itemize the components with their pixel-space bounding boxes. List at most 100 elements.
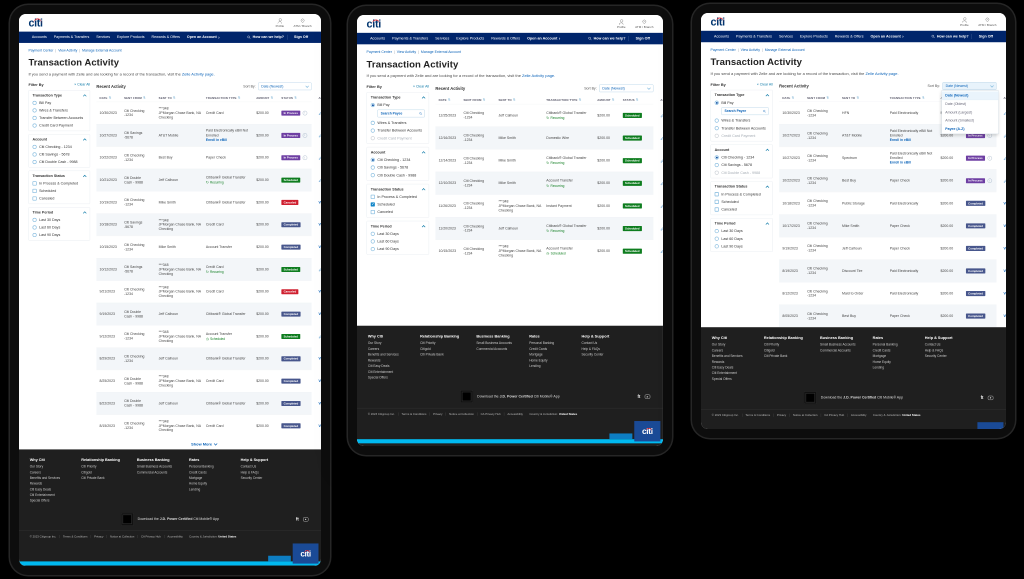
footer-link[interactable]: Rewards <box>29 482 43 486</box>
legal-link[interactable]: Accessibility <box>507 412 523 416</box>
sort-select[interactable]: Date (Newest) <box>599 84 654 93</box>
filter-control[interactable] <box>714 118 719 123</box>
filter-control[interactable] <box>370 120 375 125</box>
footer-link[interactable]: Small Business Accounts <box>136 465 173 469</box>
footer-link[interactable]: Security Center <box>240 476 263 480</box>
info-icon[interactable]: i <box>987 155 992 161</box>
footer-link[interactable]: Citi Easy Deals <box>711 365 734 370</box>
footer-link[interactable]: Mortgage <box>529 353 543 357</box>
filter-option[interactable]: Scheduled <box>32 188 86 194</box>
footer-link[interactable]: Careers <box>711 348 724 353</box>
filter-control[interactable] <box>32 225 37 230</box>
filter-option[interactable]: Transfer Between Accounts <box>32 115 86 121</box>
jurisdiction[interactable]: Country & Jurisdiction: United States <box>872 413 921 417</box>
social-icon[interactable]: f <box>637 393 639 399</box>
footer-link[interactable]: Lending <box>529 364 541 369</box>
view-details-link[interactable]: View Details <box>1003 291 1006 296</box>
filter-control[interactable] <box>370 210 375 215</box>
filter-control[interactable] <box>714 133 719 138</box>
footer-link[interactable]: Citigold <box>763 348 775 353</box>
filter-control[interactable] <box>714 126 719 131</box>
filter-option[interactable]: Wires & Transfers <box>370 120 425 125</box>
footer-link[interactable]: Personal Banking <box>872 343 898 347</box>
column-header[interactable]: STATUS ⇅ <box>281 96 316 99</box>
filter-option[interactable]: Transfer Between Accounts <box>714 126 769 131</box>
filter-control[interactable] <box>714 244 719 249</box>
edit-icon[interactable] <box>1003 111 1006 115</box>
filter-control[interactable] <box>714 155 719 160</box>
footer-link[interactable]: Citi Entertainment <box>29 493 55 497</box>
legal-link[interactable]: CA Privacy Hub <box>137 534 165 539</box>
footer-link[interactable]: Credit Cards <box>529 347 548 351</box>
footer-link[interactable]: Special Offers <box>711 377 732 381</box>
filter-control[interactable] <box>32 181 37 186</box>
breadcrumb-link[interactable]: Manage External Account <box>416 50 461 54</box>
sort-arrows-icon[interactable]: ⇅ <box>143 96 146 100</box>
footer-link[interactable]: Commercial Accounts <box>136 470 168 475</box>
nav-item[interactable]: Payments & Transfers <box>53 35 90 40</box>
filter-option[interactable]: Citi Checking - 1234 <box>370 157 425 162</box>
nav-item[interactable]: Explore Products <box>799 34 828 39</box>
sort-select[interactable]: Date (Newest) Date (Newest) Date (Oldest)… <box>941 82 999 135</box>
footer-link[interactable]: Mortgage <box>872 354 887 359</box>
view-details-link[interactable]: View Details <box>1003 201 1006 206</box>
nav-item[interactable]: Payments & Transfers <box>736 34 772 39</box>
breadcrumb-link[interactable]: View Activity <box>736 48 760 52</box>
sort-arrows-icon[interactable]: ⇅ <box>635 98 639 102</box>
breadcrumb-link[interactable]: Manage External Account <box>760 48 805 52</box>
footer-link[interactable]: Home Equity <box>872 360 891 364</box>
nav-item[interactable]: Services <box>435 36 450 41</box>
footer-link[interactable]: Help & FAQs <box>240 470 259 475</box>
footer-link[interactable]: Commercial Accounts <box>820 348 851 353</box>
column-header[interactable]: AMOUNT ⇅ <box>256 96 279 99</box>
footer-link[interactable]: Credit Cards <box>189 470 207 475</box>
nav-item[interactable]: Rewards & Offers <box>491 36 521 41</box>
info-icon[interactable]: i <box>302 133 308 138</box>
social-icon[interactable]: f <box>980 395 983 400</box>
footer-link[interactable]: Commercial Accounts <box>476 347 508 351</box>
legal-link[interactable]: CA Privacy Hub <box>821 413 848 417</box>
column-header[interactable]: SENT TO ⇅ <box>499 98 544 102</box>
filter-option[interactable]: Citi Checking - 1234 <box>32 144 86 149</box>
legal-link[interactable]: Privacy <box>429 412 446 416</box>
column-header[interactable]: DATE ⇅ <box>100 96 122 99</box>
info-icon[interactable]: i <box>302 110 308 116</box>
sort-arrows-icon[interactable]: ⇅ <box>611 98 615 102</box>
breadcrumb-link[interactable]: View Activity <box>392 50 416 54</box>
footer-link[interactable]: Citi Entertainment <box>367 370 394 374</box>
clear-all-link[interactable]: × Clear All <box>757 83 773 87</box>
footer-link[interactable]: Our Story <box>29 465 44 469</box>
filter-control[interactable] <box>714 192 719 197</box>
legal-link[interactable]: Terms & Conditions <box>59 534 91 539</box>
column-header[interactable]: SENT FROM ⇅ <box>463 98 496 102</box>
payee-search-input[interactable] <box>723 108 763 114</box>
view-details-link[interactable]: View Details <box>1003 246 1006 251</box>
filter-control[interactable] <box>370 173 375 178</box>
footer-link[interactable]: Security Center <box>924 354 947 359</box>
nav-item[interactable]: Explore Products <box>117 35 145 40</box>
filter-control[interactable] <box>370 136 375 141</box>
social-icon[interactable]: f <box>295 516 298 522</box>
edit-icon[interactable] <box>660 136 663 140</box>
filter-control[interactable] <box>370 247 375 252</box>
edit-icon[interactable] <box>318 267 321 272</box>
footer-link[interactable]: Contact Us <box>581 341 598 346</box>
filter-option[interactable]: Scheduled <box>714 199 769 204</box>
footer-link[interactable]: Benefits and Services <box>711 354 743 359</box>
column-header[interactable]: SENT TO ⇅ <box>159 96 204 99</box>
info-icon[interactable]: i <box>302 155 308 160</box>
footer-link[interactable]: Contact Us <box>924 343 941 347</box>
footer-link[interactable]: Citi Private Bank <box>81 476 105 480</box>
footer-link[interactable]: Citi Private Bank <box>763 354 788 359</box>
filter-option[interactable]: In Process & Completed <box>32 181 86 186</box>
sort-arrows-icon[interactable]: ⇅ <box>826 95 830 100</box>
filter-control[interactable] <box>32 152 37 157</box>
sort-arrows-icon[interactable]: ⇅ <box>294 96 298 100</box>
filter-option[interactable]: Citi Checking - 1234 <box>714 155 769 160</box>
footer-link[interactable]: Citigold <box>420 347 431 351</box>
social-icon[interactable]: t <box>297 516 299 522</box>
column-header[interactable]: TRANSACTION TYPE ⇅ <box>206 96 254 99</box>
sort-arrows-icon[interactable]: ⇅ <box>173 96 176 100</box>
filter-option[interactable]: Last 30 Days <box>714 229 769 234</box>
filter-control[interactable] <box>32 123 37 128</box>
